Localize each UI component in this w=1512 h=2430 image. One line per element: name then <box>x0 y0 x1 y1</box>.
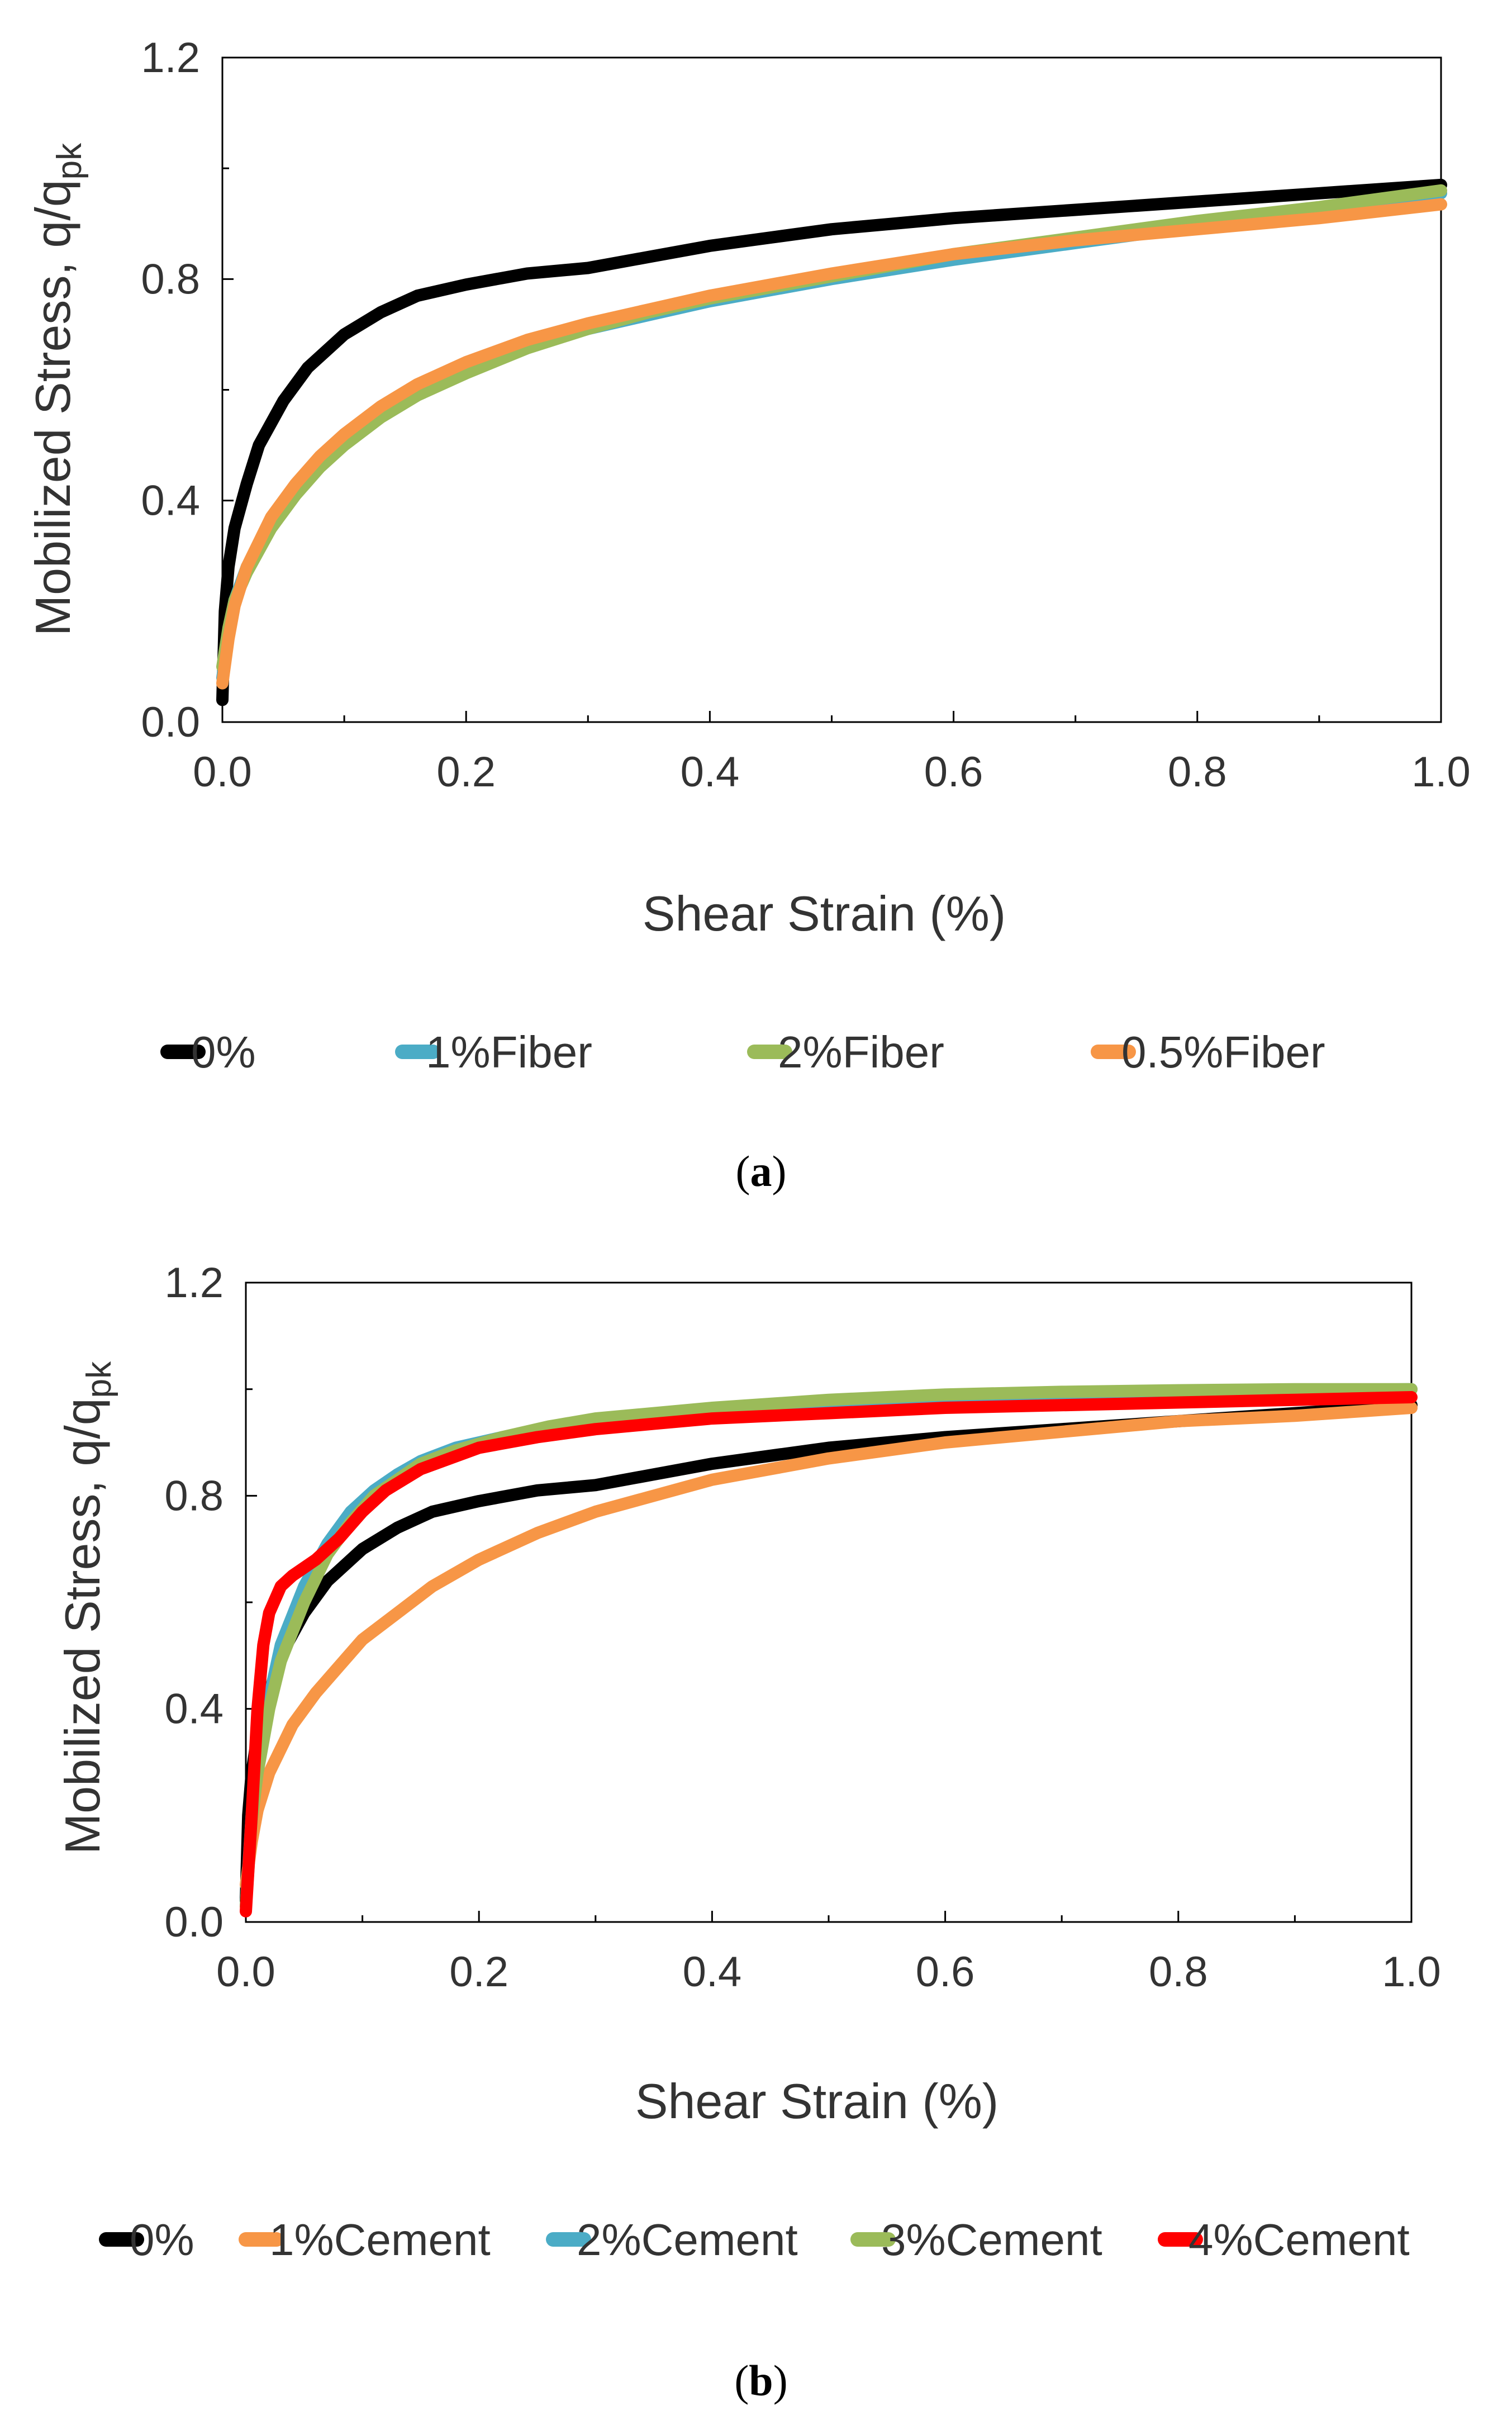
panel-label-a: (a) <box>736 1147 787 1195</box>
y-axis-label-b: Mobilized Stress, q/qpk <box>55 1361 118 1854</box>
x-axis-label-a: Shear Strain (%) <box>643 886 1006 941</box>
legend-label: 0.5%Fiber <box>1121 1027 1325 1077</box>
legend-label: 0% <box>191 1027 256 1077</box>
series-line-0-b <box>240 1399 1418 1907</box>
x-tick-label: 0.4 <box>683 1948 742 1996</box>
y-tick-label: 1.2 <box>141 34 200 82</box>
x-tick-label: 0.2 <box>436 748 496 796</box>
y-tick-label: 0.8 <box>141 255 200 303</box>
y-tick-label: 0.8 <box>164 1472 224 1520</box>
series-line-0-5Fiber-a <box>216 198 1447 690</box>
x-tick-label: 0.4 <box>681 748 740 796</box>
legend-label: 0% <box>130 2215 194 2265</box>
x-tick-label: 0.2 <box>449 1948 508 1996</box>
x-tick-label: 0.8 <box>1149 1948 1208 1996</box>
legend-label: 4%Cement <box>1188 2215 1410 2265</box>
y-tick-label: 0.4 <box>164 1686 224 1733</box>
x-axis-label-b: Shear Strain (%) <box>635 2073 999 2129</box>
chart-a: 0.0 0.2 0.4 0.6 0.8 1.0 0.0 0.4 0.8 1.2 Shear Str… <box>25 34 1471 1195</box>
y-tick-label: 0.4 <box>141 477 200 525</box>
x-tick-label: 0.6 <box>924 748 983 796</box>
legend-label: 1%Fiber <box>426 1027 592 1077</box>
legend-b: 0% 1%Cement 2%Cement 3%Cement 4%Cement <box>99 2215 1410 2265</box>
x-tick-label: 1.0 <box>1411 748 1471 796</box>
series-line-1Cement-b <box>240 1402 1418 1891</box>
series-line-1Fiber-a <box>216 187 1447 684</box>
panel-label-b: (b) <box>734 2356 787 2405</box>
legend-label: 2%Cement <box>577 2215 798 2265</box>
series-line-4Cement-b <box>240 1391 1418 1918</box>
y-tick-label: 0.0 <box>164 1899 224 1946</box>
x-tick-label: 0.8 <box>1168 748 1227 796</box>
y-tick-label: 1.2 <box>164 1259 224 1307</box>
legend-label: 3%Cement <box>881 2215 1102 2265</box>
legend-label: 2%Fiber <box>778 1027 944 1077</box>
legend-label: 1%Cement <box>269 2215 491 2265</box>
x-tick-label: 0.6 <box>916 1948 975 1996</box>
chart-b: 0.0 0.2 0.4 0.6 0.8 1.0 0.0 0.4 0.8 1.2 Shear Str… <box>55 1259 1441 2405</box>
y-axis-label-a: Mobilized Stress, q/qpk <box>25 143 89 636</box>
series-line-2Fiber-a <box>216 184 1447 673</box>
x-tick-label: 0.0 <box>216 1948 275 1996</box>
y-axis-label-subscript-b: pk <box>80 1361 118 1398</box>
y-axis-label-subscript-a: pk <box>50 143 89 179</box>
x-tick-label: 0.0 <box>193 748 252 796</box>
x-tick-label: 1.0 <box>1382 1948 1441 1996</box>
series-line-0-a <box>216 178 1447 706</box>
legend-a: 0% 1%Fiber 2%Fiber 0.5%Fiber <box>160 1027 1325 1077</box>
y-tick-label: 0.0 <box>141 699 200 746</box>
